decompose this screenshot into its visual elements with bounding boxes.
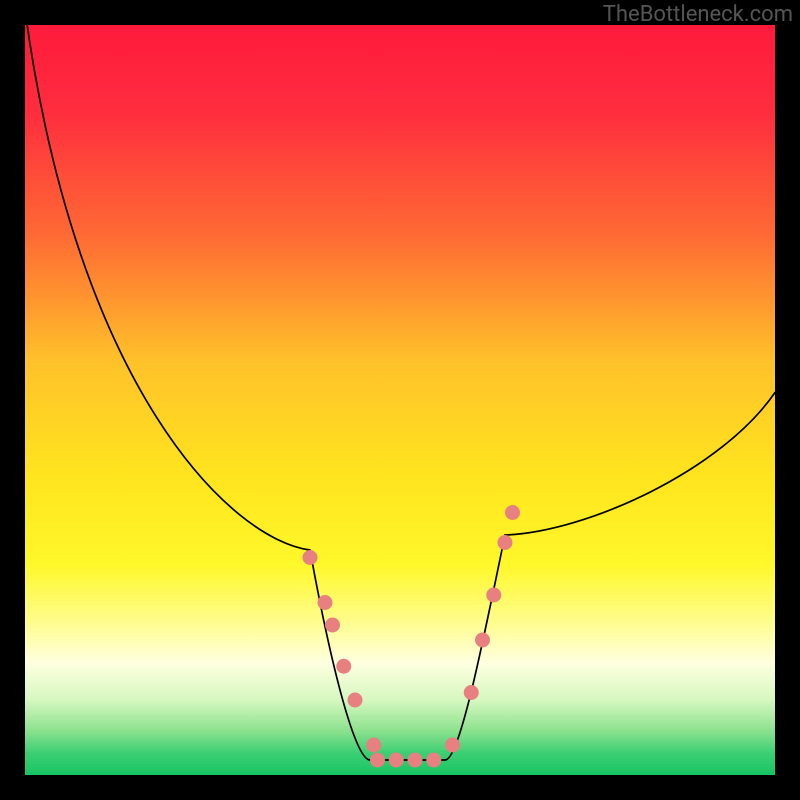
chart-svg: TheBottleneck.com (0, 0, 800, 800)
curve-marker (426, 753, 441, 768)
curve-marker (486, 588, 501, 603)
curve-marker (348, 693, 363, 708)
curve-marker (389, 753, 404, 768)
curve-marker (325, 618, 340, 633)
curve-marker (408, 753, 423, 768)
plot-background (25, 25, 775, 775)
curve-marker (318, 595, 333, 610)
bottleneck-chart-root: TheBottleneck.com (0, 0, 800, 800)
curve-marker (498, 535, 513, 550)
curve-marker (366, 738, 381, 753)
curve-marker (505, 505, 520, 520)
curve-marker (370, 753, 385, 768)
curve-marker (464, 685, 479, 700)
watermark-label: TheBottleneck.com (603, 2, 793, 27)
curve-marker (336, 659, 351, 674)
curve-marker (475, 633, 490, 648)
curve-marker (445, 738, 460, 753)
curve-marker (303, 550, 318, 565)
